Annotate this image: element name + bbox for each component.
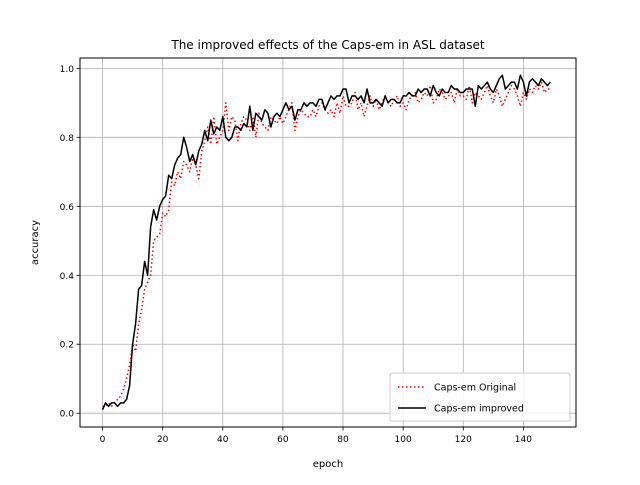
chart-title: The improved effects of the Caps-em in A… xyxy=(170,38,485,52)
legend-label-original: Caps-em Original xyxy=(434,383,516,394)
series-line-improved xyxy=(101,74,552,411)
x-tick-label: 140 xyxy=(515,435,532,445)
y-tick-label: 0.2 xyxy=(60,341,74,351)
series-lines xyxy=(101,74,552,411)
y-tick-label: 0.0 xyxy=(60,410,75,420)
legend: Caps-em Original Caps-em improved xyxy=(389,372,571,422)
series-line-original xyxy=(102,81,551,408)
x-axis-label: epoch xyxy=(313,459,343,470)
x-tick-label: 20 xyxy=(157,435,169,445)
x-tick-label: 0 xyxy=(100,435,106,445)
x-tick-label: 100 xyxy=(395,435,412,445)
legend-box xyxy=(389,372,571,422)
x-tick-label: 40 xyxy=(217,435,229,445)
y-axis-label: accuracy xyxy=(30,220,41,265)
y-tick-label: 0.6 xyxy=(60,203,75,213)
plot-frame xyxy=(79,57,577,428)
y-tick-label: 1.0 xyxy=(60,65,75,75)
x-tick-label: 60 xyxy=(277,435,289,445)
x-tick-label: 80 xyxy=(337,435,349,445)
legend-label-improved: Caps-em improved xyxy=(434,404,524,415)
x-tick-label: 120 xyxy=(455,435,472,445)
y-tick-label: 0.4 xyxy=(60,272,75,282)
y-tick-label: 0.8 xyxy=(60,134,75,144)
axis-ticks: 0 20 40 60 80 100 120 140 0.0 0.2 0.4 0.6 0.8 1.0 xyxy=(60,65,533,445)
